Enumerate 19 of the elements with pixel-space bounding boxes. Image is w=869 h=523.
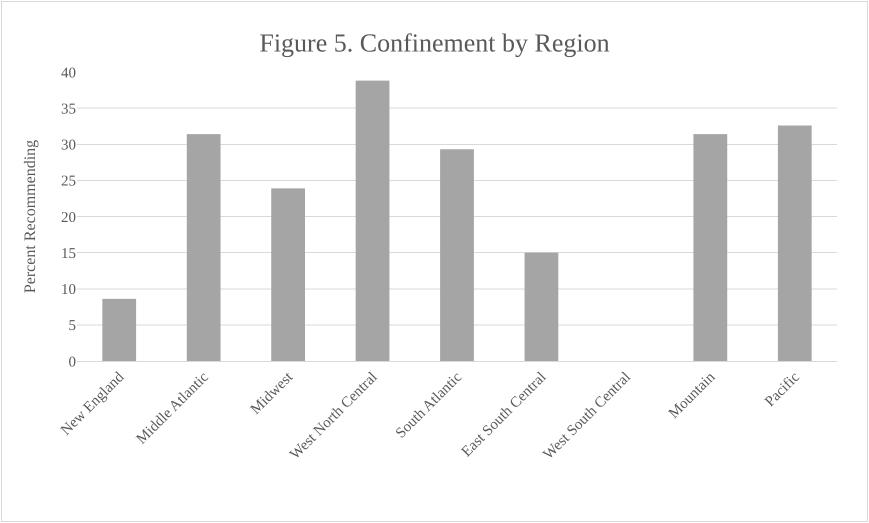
y-tick-label: 0 bbox=[68, 354, 76, 370]
y-tick-label: 35 bbox=[61, 101, 76, 118]
y-tick-label: 25 bbox=[61, 174, 76, 190]
bar bbox=[102, 298, 136, 361]
bar bbox=[440, 149, 474, 361]
bar bbox=[693, 134, 728, 361]
y-tick-label: 30 bbox=[61, 138, 76, 154]
y-tick-label: 15 bbox=[61, 246, 76, 262]
bar bbox=[186, 134, 221, 361]
bar bbox=[271, 188, 305, 361]
y-axis-title: Percent Recommending bbox=[22, 140, 39, 294]
y-tick-label: 40 bbox=[61, 65, 76, 82]
y-tick-label: 20 bbox=[61, 210, 76, 226]
bar bbox=[778, 125, 812, 361]
bar bbox=[356, 80, 390, 361]
y-tick-label: 10 bbox=[61, 282, 76, 298]
y-tick-label: 5 bbox=[68, 318, 76, 334]
chart-title: Figure 5. Confinement by Region bbox=[259, 28, 610, 58]
bar bbox=[524, 252, 558, 361]
